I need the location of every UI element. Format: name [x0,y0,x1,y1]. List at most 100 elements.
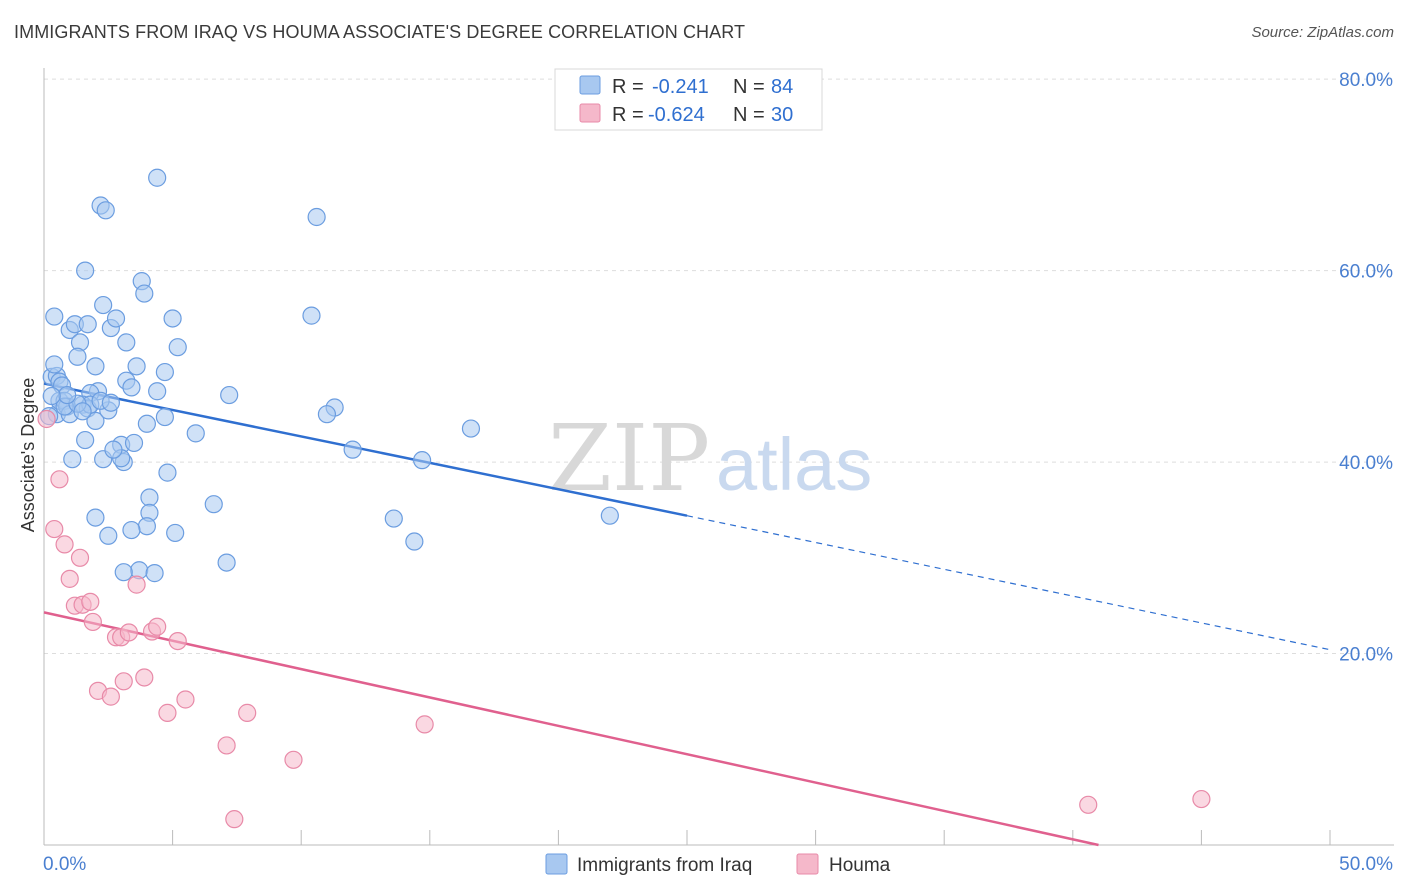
data-point [238,703,257,722]
data-point [106,309,126,328]
data-point [343,440,362,459]
data-point [148,617,167,636]
data-point [135,284,154,303]
legend-n-label: N = [733,104,765,126]
chart-title: IMMIGRANTS FROM IRAQ VS HOUMA ASSOCIATE'… [14,22,746,42]
data-point [217,736,236,755]
series-legend-swatch-pink [796,853,819,875]
legend-n-value: 30 [771,104,793,126]
legend-r-value: -0.624 [648,104,705,126]
data-point [155,407,174,427]
data-point [50,470,69,489]
x-tick-label: 50.0% [1339,854,1393,875]
correlation-legend: R = -0.241 N = 84 R = -0.624 N = 30 [554,68,823,131]
data-point [68,347,87,366]
data-point [155,362,174,382]
data-point [83,612,102,632]
legend-swatch-blue [579,75,601,95]
y-tick-label: 20.0% [1339,645,1393,666]
data-point [163,309,182,328]
data-point [94,295,113,315]
data-point [1192,789,1211,809]
data-point [45,355,64,374]
trend-lines [43,382,1331,847]
y-tick-label: 80.0% [1339,70,1393,91]
trend-line [43,382,688,517]
data-point [176,690,195,709]
axes [43,68,1394,846]
data-point [86,508,105,527]
data-point [76,261,95,280]
series-legend: Immigrants from Iraq Houma [545,853,891,876]
data-point [78,315,97,334]
data-point [86,357,105,376]
series-blue [40,168,619,583]
data-point [63,450,82,469]
data-point [186,424,205,443]
chart-source: Source: ZipAtlas.com [1251,24,1394,41]
data-point [158,703,177,722]
data-point [122,520,141,540]
data-point [60,569,79,588]
legend-swatch-pink [579,103,601,123]
series-legend-label: Immigrants from Iraq [577,855,752,876]
data-point [217,553,236,572]
data-point [119,623,138,642]
y-tick-label: 40.0% [1339,453,1393,474]
data-point [225,810,244,829]
data-point [101,687,120,706]
data-point [86,411,105,431]
data-point [204,495,223,514]
watermark: ZIP atlas [548,405,872,512]
legend-n-value: 84 [771,76,793,98]
data-point [384,509,403,528]
data-point [137,517,156,536]
data-point [302,306,321,325]
data-point [600,506,619,525]
x-tick-label: 0.0% [43,854,86,875]
data-point [140,488,159,507]
data-point [70,548,90,567]
data-point [137,414,156,433]
legend-r-value: -0.241 [652,76,709,98]
data-point [127,357,146,376]
data-point [99,526,118,545]
grid-lines [44,78,1394,655]
data-point [148,168,167,187]
data-point [124,433,144,453]
legend-n-label: N = [733,76,765,98]
legend-r-label: R = [612,76,644,98]
data-point [1079,795,1098,814]
data-point [76,430,95,450]
series-pink [37,409,1211,829]
data-point [45,519,64,539]
data-point [96,201,115,220]
data-point [168,631,187,651]
data-point [114,672,133,691]
data-point [307,207,326,227]
data-point [122,378,141,397]
data-point [73,402,92,421]
y-tick-label: 60.0% [1339,262,1393,283]
data-point [148,382,167,401]
data-point [168,338,187,357]
series-legend-label: Houma [829,855,891,876]
data-point [220,385,239,405]
watermark-zip: ZIP [548,405,710,512]
data-point [117,333,136,352]
data-point [412,451,432,470]
data-point [415,715,434,734]
data-point [461,419,481,438]
data-point [101,393,120,412]
trend-line [43,611,1099,847]
legend-r-label: R = [612,104,644,126]
data-point [37,409,56,429]
data-point [135,668,154,687]
series-legend-swatch-blue [545,853,568,875]
data-point [42,386,61,406]
data-point [114,563,133,582]
data-point [58,385,77,405]
watermark-atlas: atlas [716,423,872,506]
trend-line-extension [686,515,1331,651]
